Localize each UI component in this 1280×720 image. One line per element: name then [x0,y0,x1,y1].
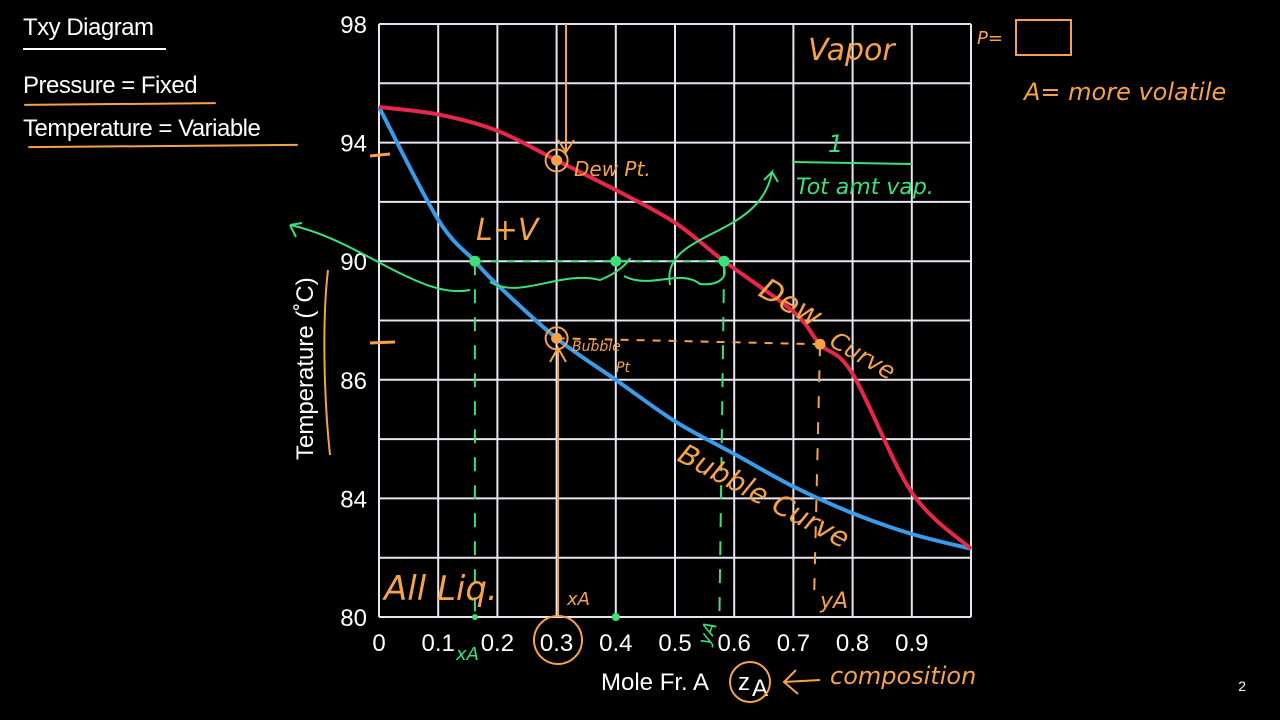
note-xa-orange: xA [566,589,590,610]
green-axis-point [611,613,620,621]
note-bubble-pt-2: Pt [616,360,630,376]
x-tick-label: 0.9 [895,630,928,657]
lever-rule-brace-right [623,169,779,286]
green-point [718,255,730,267]
note-fraction-numerator: 1 [828,130,843,158]
fraction-bar [791,161,913,165]
y-tick-label: 94 [340,131,367,158]
x-tick-label: 0.5 [658,630,691,657]
vertical-arrow-bottom [549,345,567,617]
x-axis-symbol-z: z [738,669,750,696]
y-tick-label: 80 [340,605,367,632]
y-tick-mark-874 [369,340,396,345]
x-axis-symbol: z A [729,661,771,703]
note-dew-pt: Dew Pt. [574,157,651,181]
note-p-equals: P= [977,28,1003,49]
note-dew-curve-2: Curve [825,326,900,386]
lever-rule-arrow-left [289,222,471,293]
page-number: 2 [1238,678,1246,694]
y-tick-mark-94 [369,152,391,158]
y-axis-label: Temperature (˚C) [292,277,319,460]
x-axis-symbol-sub: A [752,675,768,702]
pressure-blank-box [1015,19,1072,56]
x-tick-label: 0.6 [718,630,751,657]
ya-drop-line [718,261,726,618]
pressure-fixed-text: Pressure = Fixed [23,72,198,99]
y-tick-label: 84 [340,486,367,513]
y-underline-bracket [323,269,331,456]
note-dew-curve-1: Dew [753,272,828,336]
note-ya-orange: yA [819,589,848,614]
x-tick-label: 0.1 [422,630,455,657]
x-tick-label: 0.7 [777,630,810,657]
bubble-curve-line [377,106,972,551]
point-circle [544,148,569,173]
bubble-to-dew-line [556,337,821,346]
note-bubble-pt-1: Bubble [572,339,621,355]
note-all-liq: All Liq. [382,569,498,609]
x-tick-label: 0.4 [599,630,632,657]
orange-point [814,338,826,350]
note-a-more-volatile: A= more volatile [1022,78,1226,106]
y-tick-label: 98 [340,12,367,39]
x-tick-label: 0.8 [836,630,869,657]
orange-point [551,332,563,344]
x-axis-label: Mole Fr. A [601,669,709,696]
green-point [469,255,481,267]
orange-point [551,154,563,166]
x-tick-label: 0.3 [540,630,573,657]
note-composition: composition [830,662,976,690]
note-vapor: Vapor [808,33,896,68]
y-tick-label: 86 [340,368,367,395]
note-xa-green: xA [455,644,479,665]
note-tot-amt-vap: Tot amt vap. [796,175,934,200]
x-tick-label: 0 [372,630,385,657]
green-point [610,255,622,267]
temperature-variable-text: Temperature = Variable [23,115,261,142]
green-axis-point [471,614,478,620]
note-bubble-curve: Bubble Curve [673,437,855,555]
x-tick-label: 0.2 [481,630,514,657]
dew-curve-line [378,105,973,551]
composition-arrow [782,669,821,695]
slide-title: Txy Diagram [23,14,166,50]
x-symbol-circle [729,661,771,703]
lever-rule-brace-left [489,257,631,289]
vertical-arrow-top [557,24,575,154]
note-l-plus-v: L+V [476,213,541,248]
ya-orange-drop-line [813,344,822,598]
